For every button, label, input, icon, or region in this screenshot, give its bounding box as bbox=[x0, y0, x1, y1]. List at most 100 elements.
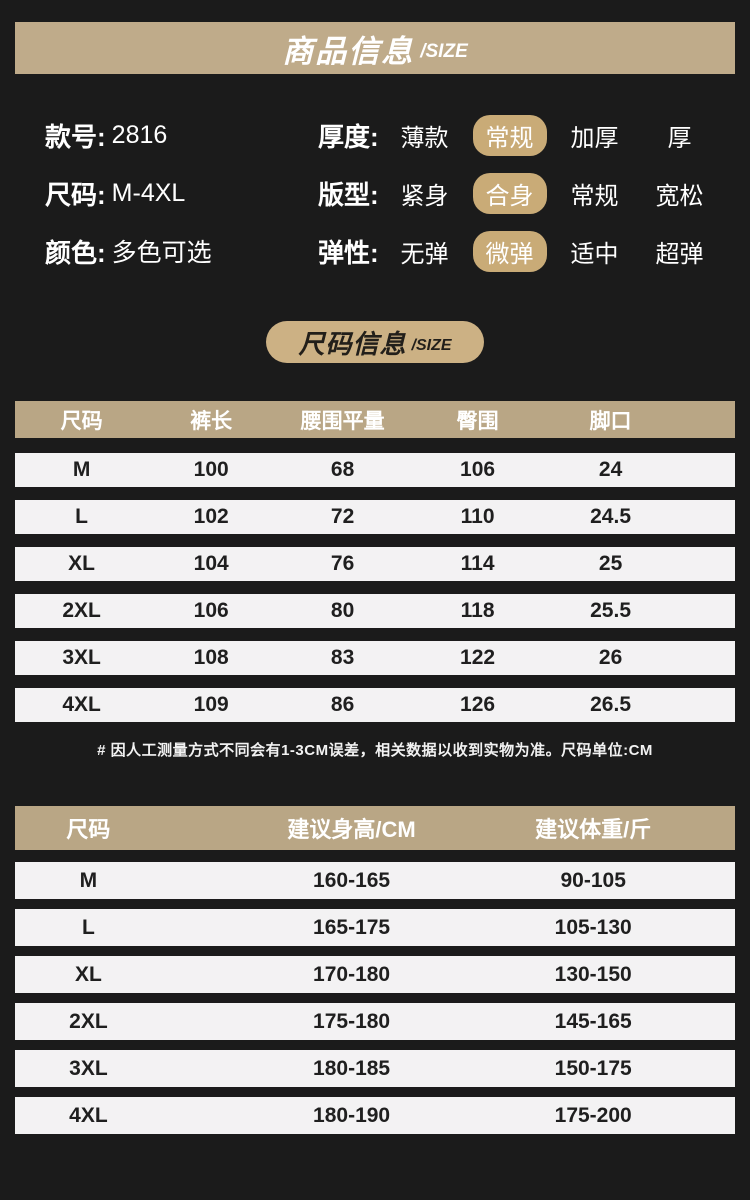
cell: M bbox=[79, 868, 98, 892]
cell: 106 bbox=[460, 458, 496, 481]
cell: XL bbox=[74, 962, 102, 986]
cell: 25 bbox=[598, 552, 623, 575]
table-row: 2XL 175-180 145-165 bbox=[15, 1003, 735, 1040]
cell: 2XL bbox=[62, 599, 101, 622]
banner-subtitle: /SIZE bbox=[420, 41, 468, 62]
cell: 110 bbox=[460, 505, 495, 528]
cell: 24.5 bbox=[590, 505, 631, 528]
style-number-label: 款号: bbox=[45, 121, 106, 152]
cell: 4XL bbox=[69, 1103, 108, 1127]
cell: 86 bbox=[330, 693, 355, 716]
table-row: M 160-165 90-105 bbox=[15, 862, 735, 899]
cell: 130-150 bbox=[554, 962, 632, 986]
cell: 104 bbox=[193, 552, 229, 575]
attribute-row-size-fit: 尺码: M-4XL 版型: 紧身 合身 常规 宽松 bbox=[0, 164, 750, 222]
stretch-label: 弹性: bbox=[318, 237, 379, 268]
thickness-option: 厚 bbox=[667, 124, 692, 152]
bottom-spacer bbox=[0, 1144, 750, 1190]
fit-option: 紧身 bbox=[400, 182, 449, 210]
cell: 122 bbox=[460, 646, 496, 669]
stretch-option: 超弹 bbox=[655, 240, 704, 268]
cell: 2XL bbox=[69, 1009, 108, 1033]
col-header-weight: 建议体重/斤 bbox=[535, 817, 652, 842]
cell: 105-130 bbox=[554, 915, 632, 939]
size-info-title: 尺码信息 bbox=[298, 328, 407, 359]
size-table-header: 尺码 裤长 腰围平量 臀围 脚口 bbox=[15, 401, 735, 438]
thickness-label: 厚度: bbox=[318, 121, 379, 152]
cell: M bbox=[72, 458, 91, 481]
fit-table-body: M 160-165 90-105 L 165-175 105-130 XL 17… bbox=[0, 862, 750, 1134]
banner-title: 商品信息 bbox=[282, 33, 415, 69]
fit-option: 常规 bbox=[570, 182, 619, 210]
color-label: 颜色: bbox=[45, 237, 106, 268]
cell: 175-200 bbox=[554, 1103, 632, 1127]
measurement-note: # 因人工测量方式不同会有1-3CM误差，相关数据以收到实物为准。尺码单位:CM bbox=[97, 742, 653, 759]
col-header-size: 尺码 bbox=[66, 817, 111, 842]
cell: 102 bbox=[193, 505, 229, 528]
cell: 160-165 bbox=[313, 868, 391, 892]
size-info-subtitle: /SIZE bbox=[411, 336, 452, 354]
size-range-label: 尺码: bbox=[45, 179, 106, 210]
cell: 83 bbox=[330, 646, 355, 669]
cell: 109 bbox=[193, 693, 229, 716]
style-number-value: 2816 bbox=[111, 120, 168, 149]
cell: 3XL bbox=[69, 1056, 108, 1080]
stretch-option-selected: 微弹 bbox=[472, 230, 547, 272]
col-header-height: 建议身高/CM bbox=[287, 817, 416, 842]
cell: 118 bbox=[460, 599, 495, 622]
table-row: 4XL 109 86 126 26.5 bbox=[15, 688, 735, 722]
fit-table: 尺码 建议身高/CM 建议体重/斤 M 160-165 90-105 L 165… bbox=[0, 806, 750, 1134]
cell: 100 bbox=[193, 458, 229, 481]
cell: L bbox=[81, 915, 95, 939]
cell: 72 bbox=[330, 505, 355, 528]
table-row: 4XL 180-190 175-200 bbox=[15, 1097, 735, 1134]
col-header-waist: 腰围平量 bbox=[300, 409, 385, 433]
cell: 24 bbox=[598, 458, 623, 481]
product-info-banner: 商品信息 /SIZE bbox=[15, 22, 735, 74]
cell: 145-165 bbox=[554, 1009, 632, 1033]
cell: 25.5 bbox=[590, 599, 631, 622]
product-attributes: 款号: 2816 厚度: 薄款 常规 加厚 厚 尺码: M-4XL 版型: 紧身… bbox=[0, 106, 750, 280]
stretch-option: 适中 bbox=[570, 240, 619, 268]
col-header-leg-opening: 脚口 bbox=[589, 409, 632, 433]
table-row: M 100 68 106 24 bbox=[15, 453, 735, 487]
cell: 106 bbox=[193, 599, 229, 622]
attribute-row-color-stretch: 颜色: 多色可选 弹性: 无弹 微弹 适中 超弹 bbox=[0, 222, 750, 280]
fit-table-header: 尺码 建议身高/CM 建议体重/斤 bbox=[15, 806, 735, 850]
size-table: 尺码 裤长 腰围平量 臀围 脚口 M 100 68 106 24 L 102 7… bbox=[0, 401, 750, 722]
cell: 108 bbox=[193, 646, 229, 669]
size-info-badge: 尺码信息 /SIZE bbox=[266, 321, 484, 363]
table-row: 3XL 108 83 122 26 bbox=[15, 641, 735, 675]
cell: 150-175 bbox=[554, 1056, 632, 1080]
table-row: XL 170-180 130-150 bbox=[15, 956, 735, 993]
cell: 76 bbox=[330, 552, 355, 575]
product-detail-page: 商品信息 /SIZE 款号: 2816 厚度: 薄款 常规 加厚 厚 尺码: M… bbox=[0, 22, 750, 1190]
cell: 3XL bbox=[62, 646, 101, 669]
table-row: 3XL 180-185 150-175 bbox=[15, 1050, 735, 1087]
cell: 170-180 bbox=[313, 962, 391, 986]
color-value: 多色可选 bbox=[111, 239, 212, 267]
table-row: L 102 72 110 24.5 bbox=[15, 500, 735, 534]
cell: 175-180 bbox=[313, 1009, 391, 1033]
col-header-size: 尺码 bbox=[60, 409, 103, 433]
cell: XL bbox=[68, 552, 96, 575]
attribute-row-style-thickness: 款号: 2816 厚度: 薄款 常规 加厚 厚 bbox=[0, 106, 750, 164]
style-number-field: 款号: 2816 bbox=[45, 117, 318, 154]
fit-option-selected: 合身 bbox=[472, 172, 547, 214]
table-row: L 165-175 105-130 bbox=[15, 909, 735, 946]
cell: 90-105 bbox=[560, 868, 626, 892]
size-table-body: M 100 68 106 24 L 102 72 110 24.5 XL 104… bbox=[0, 453, 750, 722]
size-range-value: M-4XL bbox=[111, 178, 186, 207]
cell: 180-185 bbox=[313, 1056, 391, 1080]
fit-label: 版型: bbox=[318, 179, 379, 210]
fit-option: 宽松 bbox=[655, 182, 704, 210]
cell: 180-190 bbox=[313, 1103, 391, 1127]
cell: 68 bbox=[330, 458, 355, 481]
stretch-option: 无弹 bbox=[400, 240, 449, 268]
cell: 80 bbox=[330, 599, 355, 622]
col-header-hip: 臀围 bbox=[456, 409, 499, 433]
thickness-option: 加厚 bbox=[570, 124, 619, 152]
thickness-option: 薄款 bbox=[400, 124, 449, 152]
table-row: XL 104 76 114 25 bbox=[15, 547, 735, 581]
cell: 26 bbox=[598, 646, 623, 669]
